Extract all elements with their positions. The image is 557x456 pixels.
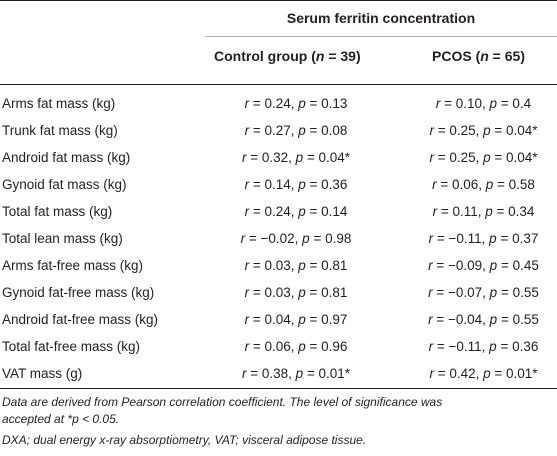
control-group-cell: r = 0.04, p = 0.97 (244, 312, 348, 327)
control-group-header: Control group (n = 39) (214, 48, 361, 64)
table-bottom-rule (0, 388, 557, 389)
pcos-cell: r = −0.04, p = 0.55 (428, 312, 539, 327)
pcos-cell: r = 0.25, p = 0.04* (429, 123, 538, 138)
pcos-cell: r = 0.06, p = 0.58 (432, 177, 535, 192)
footnote-line-1: Data are derived from Pearson correlatio… (2, 395, 443, 409)
pcos-cell: r = −0.07, p = 0.55 (428, 285, 539, 300)
footnote-line-2: accepted at *p < 0.05. (2, 412, 120, 426)
table-row: VAT mass (g) r = 0.38, p = 0.01* r = 0.42,… (0, 360, 557, 387)
group-header-underline (205, 36, 557, 37)
control-group-cell: r = 0.24, p = 0.14 (244, 204, 348, 219)
control-group-cell: r = −0.02, p = 0.98 (240, 231, 352, 246)
pcos-group-header: PCOS (n = 65) (432, 48, 525, 64)
control-group-cell: r = 0.14, p = 0.36 (244, 177, 348, 192)
table-row: Arms fat mass (kg) r = 0.24, p = 0.13 r = … (0, 90, 557, 117)
control-group-cell: r = 0.32, p = 0.04* (241, 150, 351, 165)
row-label: Arms fat mass (kg) (2, 96, 116, 111)
control-group-cell: r = 0.03, p = 0.81 (244, 285, 348, 300)
table-row: Total fat-free mass (kg) r = 0.06, p = 0.… (0, 333, 557, 360)
control-group-cell: r = 0.03, p = 0.81 (244, 258, 348, 273)
control-group-cell: r = 0.24, p = 0.13 (244, 96, 348, 111)
table-row: Trunk fat mass (kg) r = 0.27, p = 0.08 r =… (0, 117, 557, 144)
row-label: Android fat-free mass (kg) (2, 312, 159, 327)
row-label: Gynoid fat-free mass (kg) (2, 285, 155, 300)
table-row: Android fat-free mass (kg) r = 0.04, p = … (0, 306, 557, 333)
control-group-cell: r = 0.27, p = 0.08 (244, 123, 348, 138)
row-label: Arms fat-free mass (kg) (2, 258, 144, 273)
row-label: Trunk fat mass (kg) (2, 123, 118, 138)
control-group-cell: r = 0.38, p = 0.01* (241, 366, 351, 381)
row-label: Total lean mass (kg) (2, 231, 123, 246)
pcos-cell: r = 0.25, p = 0.04* (429, 150, 538, 165)
row-label: Total fat-free mass (kg) (2, 339, 141, 354)
row-label: Gynoid fat mass (kg) (2, 177, 127, 192)
table-row: Arms fat-free mass (kg) r = 0.03, p = 0.8… (0, 252, 557, 279)
header-bottom-rule (0, 84, 557, 85)
control-group-cell: r = 0.06, p = 0.96 (244, 339, 348, 354)
group-header: Serum ferritin concentration (286, 10, 476, 26)
row-label: Android fat mass (kg) (2, 150, 131, 165)
pcos-cell: r = 0.42, p = 0.01* (429, 366, 538, 381)
table-row: Android fat mass (kg) r = 0.32, p = 0.04*… (0, 144, 557, 171)
pcos-cell: r = 0.10, p = 0.4 (435, 96, 532, 111)
table-row: Gynoid fat mass (kg) r = 0.14, p = 0.36 r … (0, 171, 557, 198)
pcos-cell: r = −0.09, p = 0.45 (428, 258, 539, 273)
pcos-cell: r = −0.11, p = 0.36 (428, 339, 539, 354)
row-label: VAT mass (g) (2, 366, 83, 381)
table-row: Gynoid fat-free mass (kg) r = 0.03, p = 0… (0, 279, 557, 306)
row-label: Total fat mass (kg) (2, 204, 113, 219)
pcos-cell: r = −0.11, p = 0.37 (428, 231, 539, 246)
table-top-rule (0, 0, 557, 1)
pcos-cell: r = 0.11, p = 0.34 (432, 204, 535, 219)
table-row: Total fat mass (kg) r = 0.24, p = 0.14 r =… (0, 198, 557, 225)
table-row: Total lean mass (kg) r = −0.02, p = 0.98 r… (0, 225, 557, 252)
footnote-line-3: DXA; dual energy x-ray absorptiometry, V… (2, 433, 367, 447)
